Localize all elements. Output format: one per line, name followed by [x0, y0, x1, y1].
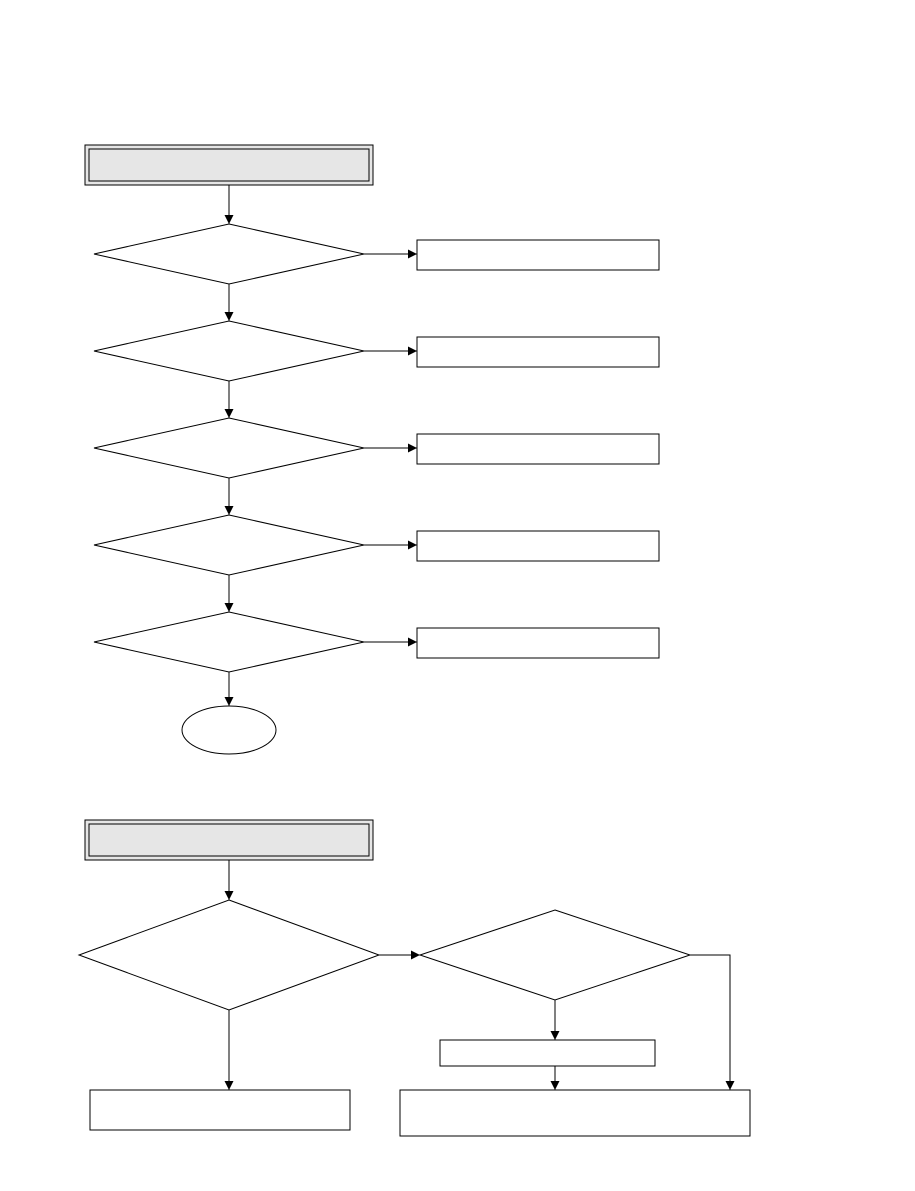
node-dec7 — [420, 910, 690, 1000]
flowchart-canvas — [0, 0, 915, 1191]
node-box6 — [440, 1040, 655, 1066]
node-box5 — [417, 628, 659, 658]
node-dec4 — [94, 515, 364, 575]
node-box7 — [90, 1090, 350, 1130]
node-dec1 — [94, 224, 364, 284]
node-box1 — [417, 240, 659, 270]
node-dec6 — [79, 900, 379, 1010]
node-term1 — [85, 145, 373, 185]
node-box3 — [417, 434, 659, 464]
node-dec5 — [94, 612, 364, 672]
node-box4 — [417, 531, 659, 561]
node-box8 — [400, 1090, 750, 1136]
node-box2 — [417, 337, 659, 367]
node-dec3 — [94, 418, 364, 478]
node-dec2 — [94, 321, 364, 381]
node-term2 — [85, 820, 373, 860]
edge-15 — [690, 955, 730, 1090]
node-ell1 — [182, 706, 276, 754]
